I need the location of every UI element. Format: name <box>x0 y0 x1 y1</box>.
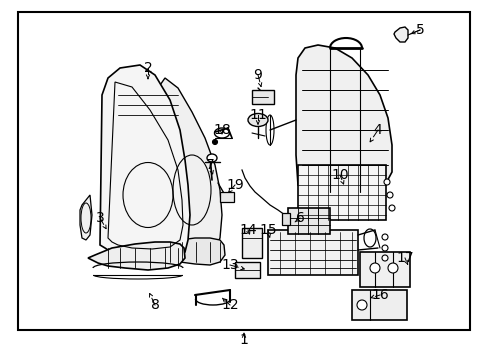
Ellipse shape <box>381 255 387 261</box>
Ellipse shape <box>381 245 387 251</box>
Text: 18: 18 <box>213 123 230 137</box>
Text: 5: 5 <box>415 23 424 37</box>
Polygon shape <box>155 78 222 255</box>
Text: 6: 6 <box>295 211 304 225</box>
Text: 14: 14 <box>239 223 256 237</box>
Ellipse shape <box>212 140 217 144</box>
Text: 9: 9 <box>253 68 262 82</box>
Text: 11: 11 <box>248 108 266 122</box>
Polygon shape <box>295 45 391 198</box>
Text: 16: 16 <box>370 288 388 302</box>
Polygon shape <box>80 195 92 240</box>
Text: 4: 4 <box>373 123 382 137</box>
Text: 13: 13 <box>221 258 238 272</box>
Bar <box>351 290 406 320</box>
Ellipse shape <box>356 300 366 310</box>
Bar <box>220 192 234 202</box>
Text: 15: 15 <box>259 223 276 237</box>
Bar <box>359 252 409 287</box>
Ellipse shape <box>247 113 267 126</box>
Ellipse shape <box>381 234 387 240</box>
Polygon shape <box>155 238 224 265</box>
Polygon shape <box>100 65 190 260</box>
Ellipse shape <box>383 179 389 185</box>
Ellipse shape <box>387 263 397 273</box>
Text: 3: 3 <box>96 211 104 225</box>
Text: 8: 8 <box>150 298 159 312</box>
Text: 1: 1 <box>239 333 248 347</box>
Text: 7: 7 <box>205 158 214 172</box>
Ellipse shape <box>386 192 392 198</box>
Bar <box>242 228 262 258</box>
Bar <box>251 90 273 104</box>
Text: 19: 19 <box>225 178 244 192</box>
Text: 17: 17 <box>395 251 413 265</box>
Ellipse shape <box>206 154 217 162</box>
Ellipse shape <box>388 205 394 211</box>
Bar <box>282 213 289 225</box>
Ellipse shape <box>369 263 379 273</box>
Bar <box>287 208 329 234</box>
Polygon shape <box>88 242 184 270</box>
Polygon shape <box>393 27 407 42</box>
Text: 2: 2 <box>143 61 152 75</box>
Bar <box>297 165 385 220</box>
Text: 10: 10 <box>330 168 348 182</box>
Bar <box>18 12 469 330</box>
Text: 12: 12 <box>221 298 238 312</box>
Bar <box>235 262 260 278</box>
Bar <box>267 230 357 275</box>
